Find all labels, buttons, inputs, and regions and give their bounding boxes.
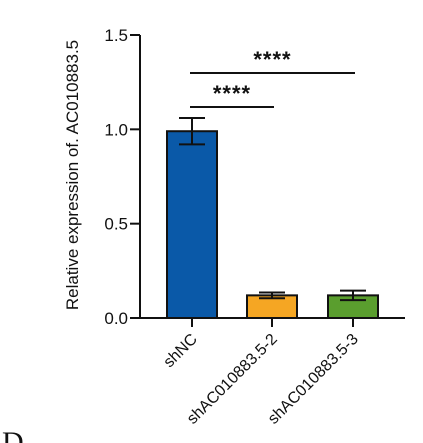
y-tick-label: 1.5 bbox=[104, 26, 128, 45]
y-axis: 0.0 0.5 1.0 1.5 bbox=[104, 26, 141, 328]
significance-group: ******** bbox=[190, 47, 355, 108]
y-tick-label: 0.0 bbox=[104, 309, 128, 328]
y-tick-label: 0.5 bbox=[104, 215, 128, 234]
y-tick-label: 1.0 bbox=[104, 120, 128, 139]
x-category-label: shNC bbox=[161, 331, 201, 371]
panel-letter: D bbox=[2, 426, 24, 443]
x-category-label: shAC010883.5-3 bbox=[265, 331, 362, 428]
bar-1 bbox=[166, 130, 218, 319]
significance-label: **** bbox=[213, 81, 251, 106]
significance-label: **** bbox=[253, 47, 291, 72]
bars-group bbox=[166, 117, 379, 319]
y-axis-title: Relative expression of. AC010883.5 bbox=[63, 40, 82, 310]
